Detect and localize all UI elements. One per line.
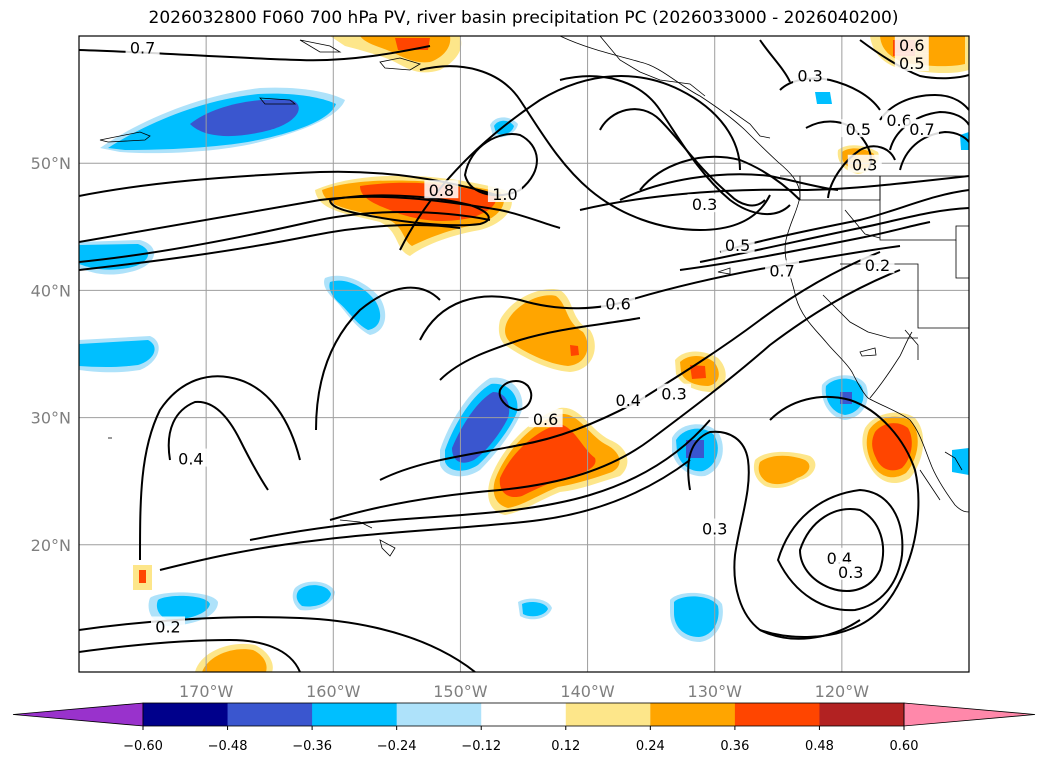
contour-label: 0.3 — [833, 561, 868, 582]
colorbar-tick-label: 0.12 — [551, 739, 580, 754]
longitude-tick-label: 160°W — [306, 682, 361, 701]
colorbar-segment — [565, 703, 651, 726]
pv-contours — [79, 39, 969, 672]
svg-text:0.5: 0.5 — [846, 120, 871, 139]
svg-text:0.3: 0.3 — [852, 156, 877, 175]
contour-label: 0.6 — [528, 409, 563, 429]
contour-label: 0.4 — [822, 547, 857, 568]
svg-text:0.2: 0.2 — [865, 256, 890, 275]
svg-text:0.2: 0.2 — [155, 617, 180, 636]
colorbar-tick-label: −0.60 — [123, 739, 163, 754]
longitude-tick-label: 130°W — [688, 682, 743, 701]
svg-text:0.4: 0.4 — [616, 391, 641, 410]
colorbar-segment — [312, 703, 398, 726]
longitude-tick-label: 140°W — [560, 682, 615, 701]
colorbar-extend-min — [12, 702, 144, 727]
contour-label: 0.5 — [720, 234, 755, 255]
svg-text:0.6: 0.6 — [605, 294, 630, 313]
contour-label: 0.7 — [125, 37, 160, 58]
colorbar-tick-label: −0.24 — [377, 739, 417, 754]
contour-label: 0.5 — [841, 119, 876, 139]
colorbar-tick-label: 0.60 — [890, 739, 919, 754]
contour-label: 0.3 — [793, 65, 828, 86]
svg-text:0.3: 0.3 — [661, 385, 686, 404]
svg-text:0.6: 0.6 — [533, 410, 558, 429]
contour-label: 0.3 — [687, 194, 722, 214]
colorbar-extend-max — [903, 702, 1036, 727]
colorbar-segment — [819, 703, 905, 726]
colorbar-tick-label: −0.36 — [292, 739, 332, 754]
svg-text:0.5: 0.5 — [725, 236, 750, 255]
colorbar-segment — [650, 703, 736, 726]
colorbar: −0.60 −0.48 −0.36 −0.24 −0.12 0.12 0.24 0.36 0.4… — [12, 702, 1036, 754]
map-title: 2026032800 F060 700 hPa PV, river basin … — [148, 8, 899, 28]
colorbar-tick-label: −0.48 — [208, 739, 248, 754]
contour-label: 0.6 — [894, 36, 929, 55]
contour-label: 0.6 — [601, 293, 636, 313]
svg-text:0.3: 0.3 — [838, 563, 863, 582]
colorbar-tick-label: 0.48 — [805, 739, 834, 754]
svg-text:1.0: 1.0 — [492, 185, 517, 204]
contour-label: 0.7 — [904, 119, 939, 139]
latitude-tick-labels: 20°N 30°N 40°N 50°N — [31, 154, 71, 555]
latitude-tick-label: 40°N — [31, 281, 71, 300]
colorbar-segment — [143, 703, 229, 726]
svg-text:0.8: 0.8 — [429, 181, 454, 200]
svg-text:0.3: 0.3 — [692, 195, 717, 214]
latitude-tick-label: 30°N — [31, 409, 71, 428]
longitude-tick-label: 150°W — [433, 682, 488, 701]
colorbar-tick-label: −0.12 — [461, 739, 501, 754]
longitude-tick-label: 120°W — [815, 682, 870, 701]
svg-text:0.7: 0.7 — [130, 39, 155, 58]
svg-text:0.7: 0.7 — [909, 120, 934, 139]
contour-label: 0.7 — [765, 260, 800, 280]
svg-text:0.3: 0.3 — [702, 520, 727, 539]
colorbar-segment — [227, 703, 313, 726]
colorbar-segment — [396, 703, 482, 726]
contour-label: 0.3 — [657, 383, 692, 404]
colorbar-segment — [481, 703, 567, 726]
colorbar-tick-label: 0.24 — [636, 739, 665, 754]
contour-label: 0.2 — [860, 255, 895, 275]
map-frame — [78, 35, 970, 673]
pv-contour-labels: 0.70.8 1.00.30.50.70.60.4 0.30.60.40.30.40… — [125, 36, 939, 636]
longitude-tick-labels: 170°W 160°W 150°W 140°W 130°W 120°W — [179, 682, 869, 701]
colorbar-segment — [734, 703, 820, 726]
contour-label: 0.8 — [424, 180, 459, 200]
contour-label: 0.4 — [611, 390, 646, 410]
contour-label: 0.5 — [894, 52, 929, 73]
contour-label: 0.2 — [151, 616, 185, 636]
svg-text:0.4: 0.4 — [178, 450, 203, 469]
svg-text:0.6: 0.6 — [899, 36, 924, 55]
graticule — [79, 36, 969, 672]
longitude-tick-label: 170°W — [179, 682, 234, 701]
svg-text:0.3: 0.3 — [797, 67, 822, 86]
contour-label: 1.0 — [487, 184, 522, 204]
latitude-tick-label: 20°N — [31, 536, 71, 555]
svg-text:0.5: 0.5 — [899, 54, 924, 73]
contour-label: 0.3 — [847, 154, 882, 175]
latitude-tick-label: 50°N — [31, 154, 71, 173]
svg-text:0.7: 0.7 — [769, 261, 794, 280]
contour-label: 0.4 — [173, 448, 208, 469]
colorbar-tick-label: 0.36 — [720, 739, 749, 754]
contour-label: 0.3 — [697, 518, 732, 539]
